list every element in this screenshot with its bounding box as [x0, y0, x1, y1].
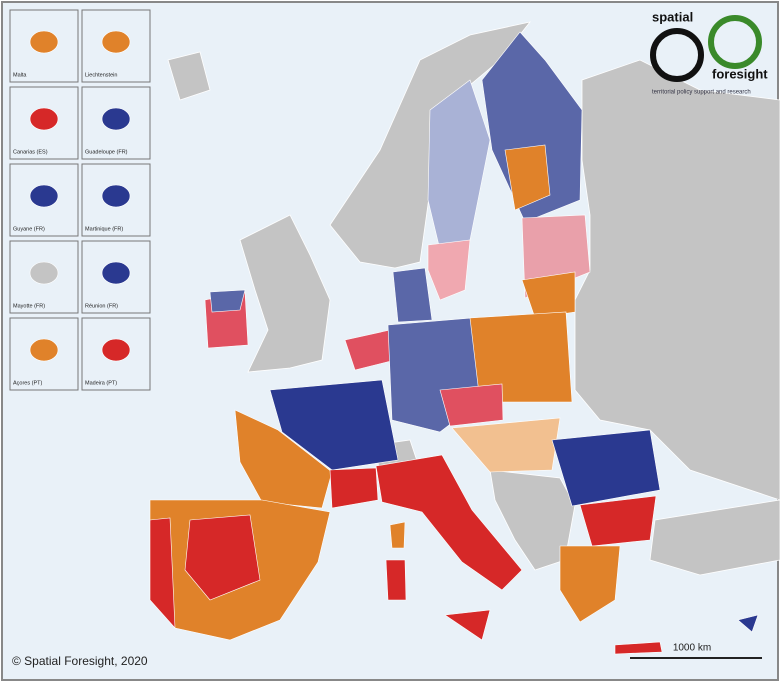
czechia	[439, 383, 504, 427]
copyright: © Spatial Foresight, 2020	[12, 654, 148, 668]
inset-shape	[29, 338, 59, 362]
inset-shape	[101, 338, 131, 362]
crete	[614, 641, 663, 655]
bulgaria	[579, 495, 657, 547]
inset-shape	[29, 30, 59, 54]
finland-region	[504, 144, 551, 211]
inset-label: Liechtenstein	[85, 72, 117, 78]
cyprus	[737, 614, 759, 633]
greece	[559, 545, 621, 623]
inset-shape	[101, 261, 131, 285]
logo-word: foresight	[712, 66, 768, 81]
italy	[375, 454, 523, 591]
inset-shape	[29, 184, 59, 208]
inset-label: Guyane (FR)	[13, 226, 45, 232]
inset-shape	[29, 261, 59, 285]
south-sweden	[427, 239, 471, 301]
scale-label: 1000 km	[673, 643, 711, 654]
turkey	[649, 499, 780, 576]
sicily	[444, 609, 491, 641]
inset-shape	[101, 30, 131, 54]
finland	[481, 31, 583, 223]
inset-label: Açores (PT)	[13, 380, 43, 386]
inset-label: Madeira (PT)	[85, 380, 117, 386]
logo-circle-green	[708, 15, 762, 69]
insets: Malta Liechtenstein Canarias (ES) Guadeloup…	[9, 9, 151, 391]
inset-shape	[29, 107, 59, 131]
sweden	[427, 79, 491, 251]
romania	[551, 429, 661, 507]
sardinia	[385, 559, 407, 601]
inset-label: Mayotte (FR)	[13, 303, 45, 309]
france-north	[269, 379, 399, 471]
denmark	[392, 267, 433, 323]
austria-hungary	[451, 417, 561, 473]
logo-word: spatial	[652, 9, 693, 24]
spain-central	[184, 514, 261, 601]
inset-shape	[101, 107, 131, 131]
france-southeast	[329, 467, 379, 509]
lithuania	[521, 271, 576, 319]
portugal	[149, 517, 176, 629]
iceland	[167, 51, 211, 101]
corsica	[389, 521, 406, 549]
inset-label: Martinique (FR)	[85, 226, 123, 232]
inset-label: Canarias (ES)	[13, 149, 48, 155]
great-britain	[239, 214, 331, 373]
inset-label: Guadeloupe (FR)	[85, 149, 128, 155]
france-south	[234, 409, 333, 509]
eastern-europe	[574, 59, 780, 501]
logo-circle-black	[650, 28, 704, 82]
inset-label: Réunion (FR)	[85, 303, 118, 309]
poland	[469, 311, 573, 403]
inset-label: Malta	[13, 72, 27, 78]
balkans	[489, 469, 576, 571]
ireland-north	[209, 289, 246, 313]
logo-tagline: territorial policy support and research	[652, 90, 751, 96]
inset-shape	[101, 184, 131, 208]
